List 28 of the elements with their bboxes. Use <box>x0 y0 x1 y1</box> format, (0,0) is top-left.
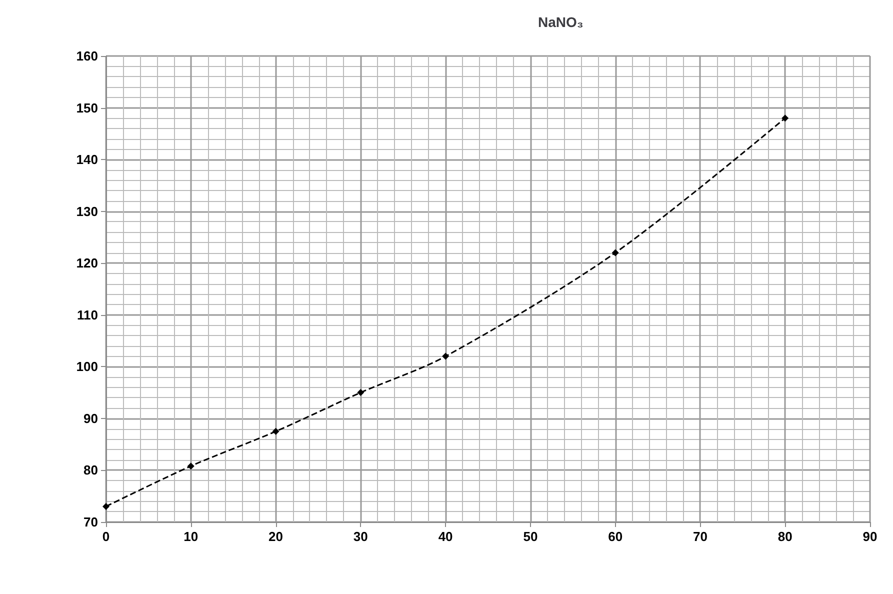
x-tick-label: 0 <box>102 529 110 544</box>
point <box>102 502 110 510</box>
x-tick-label: 50 <box>523 529 538 544</box>
y-tick-label: 130 <box>76 204 98 219</box>
x-tick-label: 90 <box>862 529 878 544</box>
y-tick-label: 90 <box>84 410 98 426</box>
y-tick-label: 160 <box>76 48 98 64</box>
point <box>612 249 619 256</box>
chart-title: NaNO₃ <box>538 14 584 30</box>
point <box>442 352 450 360</box>
point <box>782 114 789 122</box>
x-tick-label: 10 <box>184 529 198 544</box>
x-tick-label: 60 <box>608 529 623 544</box>
point <box>272 428 280 435</box>
x-tick-label: 40 <box>438 529 453 544</box>
y-tick-label: 70 <box>84 514 98 530</box>
y-tick-label: 80 <box>84 462 98 478</box>
x-tick-label: 70 <box>692 529 708 544</box>
y-tick-label: 110 <box>77 307 98 322</box>
point <box>357 389 364 396</box>
y-tick-label: 140 <box>76 152 98 168</box>
x-tick-label: 20 <box>268 529 284 544</box>
x-tick-label: 80 <box>778 529 792 544</box>
x-tick-label: 30 <box>353 529 368 544</box>
y-tick-label: 150 <box>76 100 98 116</box>
point <box>187 462 194 470</box>
y-tick-label: 100 <box>76 359 98 374</box>
y-tick-label: 120 <box>76 256 98 271</box>
